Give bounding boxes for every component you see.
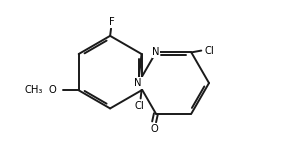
Text: F: F	[109, 17, 115, 27]
Text: N: N	[152, 47, 160, 57]
Text: CH₃: CH₃	[24, 85, 42, 95]
Text: N: N	[134, 78, 142, 88]
Text: Cl: Cl	[135, 101, 145, 111]
Text: Cl: Cl	[205, 46, 214, 56]
Text: O: O	[150, 124, 158, 134]
Text: O: O	[48, 85, 56, 95]
